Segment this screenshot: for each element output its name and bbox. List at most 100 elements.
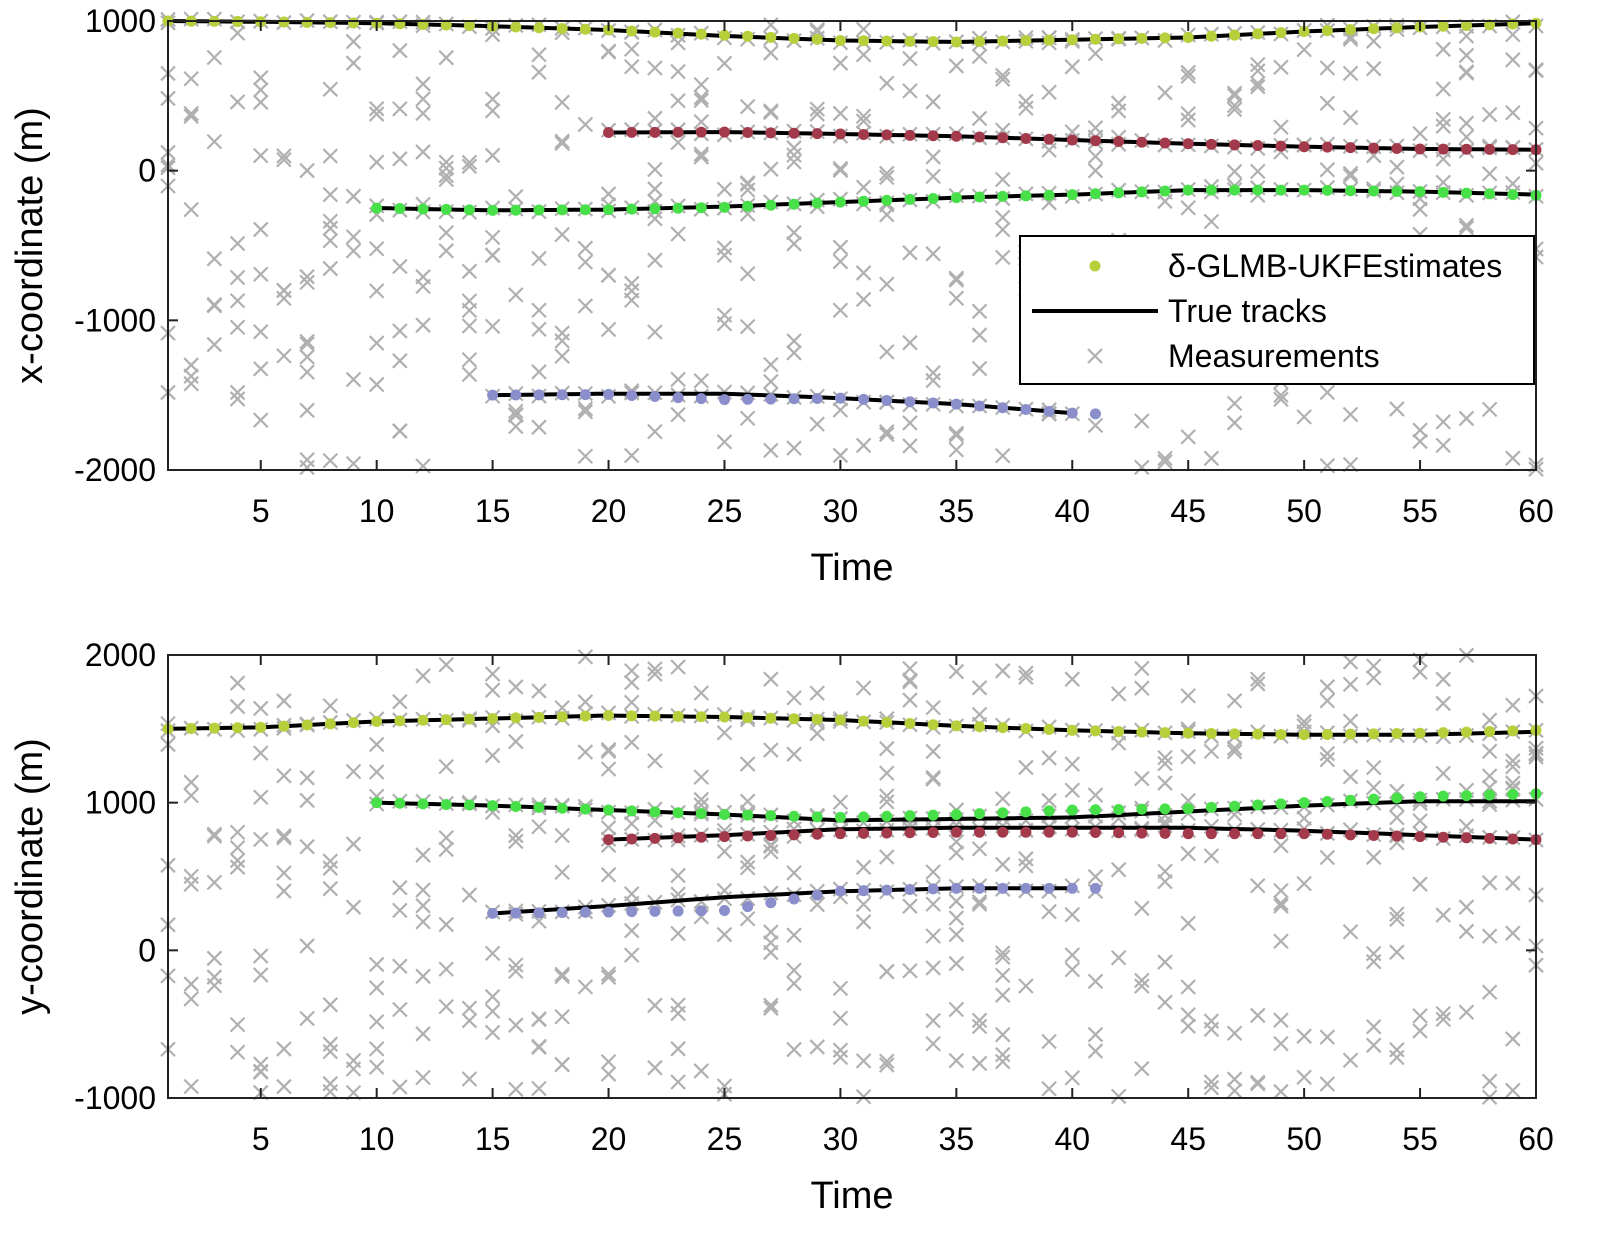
measurement-marker: [392, 958, 408, 975]
measurement-marker: [484, 666, 501, 682]
estimate-point: [881, 810, 893, 822]
measurement-marker: [1180, 112, 1196, 128]
measurement-marker: [1226, 692, 1243, 709]
measurement-marker: [1157, 450, 1173, 467]
measurement-marker: [948, 1052, 965, 1069]
measurement-marker: [1134, 413, 1150, 429]
measurement-marker: [461, 351, 478, 368]
estimate-point: [278, 720, 290, 732]
measurement-marker: [647, 666, 663, 682]
estimate-point: [742, 200, 754, 212]
measurement-marker: [299, 402, 315, 419]
measurement-marker: [948, 427, 965, 444]
estimate-point: [1020, 826, 1032, 838]
estimate-point: [1414, 791, 1426, 803]
estimate-point: [1020, 35, 1032, 47]
estimate-point: [858, 195, 870, 207]
estimate-point: [1460, 187, 1472, 199]
estimate-point: [788, 127, 800, 139]
measurement-marker: [716, 247, 733, 264]
measurement-marker: [1041, 1080, 1057, 1097]
measurement-marker: [1342, 65, 1359, 82]
estimate-point: [1205, 138, 1217, 150]
estimate-point: [811, 713, 823, 725]
estimate-point: [1066, 804, 1078, 816]
measurement-marker: [252, 82, 269, 98]
measurement-marker: [1435, 414, 1452, 430]
estimate-point: [347, 717, 359, 729]
estimate-point: [1066, 34, 1078, 46]
estimate-point: [533, 204, 545, 216]
measurement-marker: [1365, 1018, 1382, 1035]
measurement-marker: [438, 167, 455, 184]
estimate-point: [603, 906, 615, 918]
measurement-marker: [252, 361, 269, 377]
estimate-point: [1252, 28, 1264, 40]
measurement-marker: [647, 997, 663, 1014]
measurement-marker: [1134, 660, 1150, 677]
measurement-marker: [832, 447, 849, 464]
measurement-marker: [948, 425, 965, 442]
estimate-point: [834, 128, 846, 140]
estimate-point: [510, 801, 522, 813]
measurement-marker: [925, 149, 941, 165]
measurement-marker: [1481, 768, 1498, 784]
estimate-point: [672, 27, 684, 39]
measurement-marker: [739, 175, 756, 191]
estimate-point: [1275, 798, 1287, 810]
estimate-point: [510, 907, 522, 919]
measurement-marker: [1505, 875, 1521, 891]
measurement-marker: [183, 201, 199, 218]
measurement-marker: [484, 318, 501, 335]
measurement-marker: [786, 140, 802, 156]
estimate-point: [649, 391, 661, 403]
measurement-marker: [299, 459, 315, 476]
measurement-marker: [206, 49, 223, 66]
measurement-marker: [832, 980, 849, 997]
measurement-marker: [994, 1026, 1011, 1043]
estimate-point: [603, 804, 615, 816]
x-tick-label: 20: [591, 493, 627, 529]
estimate-point: [1205, 801, 1217, 813]
measurement-marker: [438, 160, 455, 177]
measurement-marker: [229, 824, 246, 841]
measurement-marker: [832, 239, 849, 256]
estimate-point: [950, 130, 962, 142]
estimate-point: [626, 25, 638, 37]
measurement-marker: [252, 221, 269, 238]
measurement-marker: [438, 171, 455, 188]
measurement-marker: [554, 827, 570, 844]
measurement-marker: [623, 694, 640, 711]
measurement-marker: [855, 680, 872, 696]
measurement-marker: [438, 998, 455, 1015]
measurement-marker: [948, 270, 965, 287]
measurement-marker: [786, 345, 802, 361]
measurement-marker: [693, 149, 710, 165]
estimate-point: [1113, 803, 1125, 815]
measurement-marker: [647, 1059, 663, 1076]
estimate-point: [1205, 728, 1217, 740]
measurement-marker: [229, 319, 246, 336]
measurement-marker: [1273, 391, 1289, 408]
estimate-point: [742, 126, 754, 138]
estimate-point: [974, 191, 986, 203]
measurement-marker: [252, 147, 269, 164]
measurement-marker: [763, 161, 779, 177]
estimate-point: [1113, 135, 1125, 147]
measurement-marker: [1087, 868, 1104, 885]
measurement-marker: [461, 1012, 478, 1029]
estimate-point: [742, 809, 754, 821]
measurement-marker: [299, 451, 315, 468]
measurement-marker: [994, 987, 1011, 1003]
measurement-marker: [1389, 1049, 1405, 1066]
legend-entry-label: Measurements: [1168, 338, 1380, 374]
estimate-point: [858, 811, 870, 823]
measurement-marker: [392, 353, 408, 369]
measurement-marker: [855, 1088, 872, 1105]
estimate-point: [1321, 728, 1333, 740]
estimate-point: [579, 803, 591, 815]
measurement-marker: [832, 105, 849, 122]
measurement-marker: [971, 303, 988, 320]
measurement-marker: [1435, 437, 1452, 454]
measurement-marker: [276, 348, 292, 364]
